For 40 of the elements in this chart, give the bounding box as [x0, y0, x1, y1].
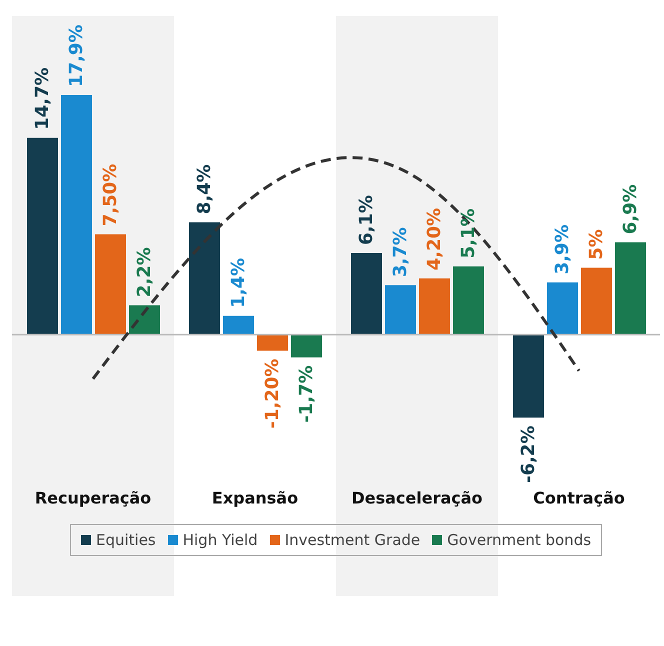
data-label: -1,20% [262, 358, 283, 429]
legend-label: Government bonds [446, 531, 592, 549]
x-tick-label: Desaceleração [351, 488, 483, 508]
bar [351, 252, 382, 335]
bar [513, 334, 544, 418]
bar [291, 334, 322, 358]
data-label: 5% [586, 229, 607, 260]
data-label: 1,4% [228, 258, 249, 308]
x-tick-label: Expansão [212, 488, 298, 508]
bar [385, 285, 416, 335]
data-label: 17,9% [66, 24, 87, 88]
data-label: 3,7% [390, 227, 411, 278]
bar [581, 268, 612, 335]
data-label: 6,1% [356, 195, 377, 245]
data-label: 8,4% [194, 164, 215, 214]
bar [547, 282, 578, 335]
x-tick-label: Contração [533, 488, 625, 508]
x-tick-label: Recuperação [34, 488, 152, 508]
data-label: 7,50% [100, 164, 121, 226]
legend-label: High Yield [182, 531, 258, 549]
bar [453, 266, 484, 335]
data-label: -6,2% [518, 426, 539, 484]
data-label: 4,20% [424, 208, 445, 270]
bar [129, 305, 160, 335]
legend-label: Investment Grade [284, 531, 420, 549]
bar [95, 234, 126, 335]
legend-label: Equities [94, 531, 156, 549]
data-label: 5,1% [458, 208, 479, 258]
bar [615, 242, 646, 335]
bar [223, 316, 254, 335]
data-label: 14,7% [32, 67, 53, 130]
data-label: 3,9% [552, 224, 573, 274]
data-label: 6,9% [620, 184, 641, 234]
bar [61, 95, 92, 335]
bar [189, 222, 220, 335]
bar [27, 138, 58, 335]
bar [419, 278, 450, 335]
bar [257, 334, 288, 351]
data-label: 2,2% [134, 247, 155, 298]
data-label: -1,7% [296, 365, 317, 423]
